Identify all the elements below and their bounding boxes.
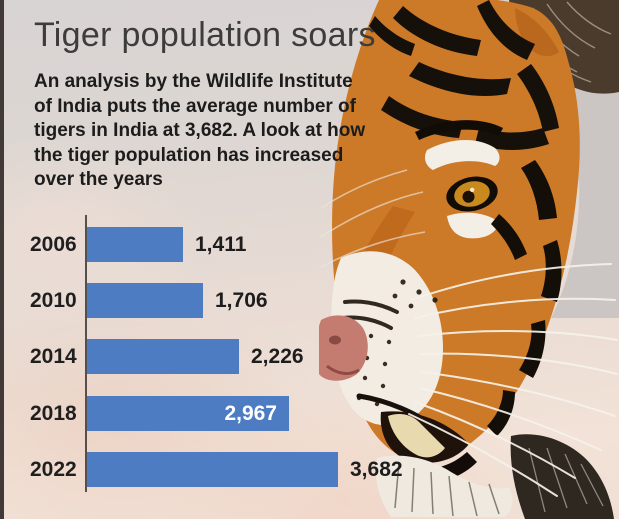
category-label: 2014 — [30, 345, 77, 368]
tiger-eye — [446, 176, 498, 212]
chart-row: 2006 1,411 — [4, 227, 434, 263]
value-label: 1,706 — [215, 289, 268, 312]
description: An analysis by the Wildlife Institute of… — [34, 70, 365, 193]
value-label: 1,411 — [195, 233, 247, 256]
bar — [87, 339, 239, 374]
description-line: An analysis by the Wildlife Institute — [34, 71, 353, 92]
bar — [87, 283, 203, 318]
page-title: Tiger population soars — [34, 16, 376, 54]
description-line: tigers in India at 3,682. A look at how — [34, 120, 366, 141]
category-label: 2010 — [30, 289, 77, 312]
y-axis-line — [85, 215, 87, 492]
description-line: over the years — [34, 169, 163, 190]
tiger-photo — [319, 0, 619, 519]
bar: 2,967 — [87, 396, 289, 431]
bar — [87, 452, 338, 487]
value-label: 2,967 — [224, 402, 277, 425]
tiger-nose — [319, 315, 368, 381]
tiger-whiskers — [408, 263, 618, 497]
bar-chart: 2006 1,411 2010 1,706 2014 2,226 2018 2,967 2022… — [4, 215, 434, 500]
description-line: of India puts the average number of — [34, 95, 356, 117]
chart-row: 2022 3,682 — [4, 452, 434, 488]
bar — [87, 227, 183, 262]
category-label: 2022 — [30, 458, 77, 481]
chart-row: 2014 2,226 — [4, 339, 434, 375]
value-label: 3,682 — [350, 458, 403, 481]
value-label: 2,226 — [251, 345, 304, 368]
chart-row: 2010 1,706 — [4, 283, 434, 319]
description-line: the tiger population has increased — [34, 144, 344, 166]
category-label: 2018 — [30, 402, 77, 425]
tiger-fang — [388, 414, 445, 458]
chart-row: 2018 2,967 — [4, 396, 434, 432]
category-label: 2006 — [30, 233, 77, 256]
